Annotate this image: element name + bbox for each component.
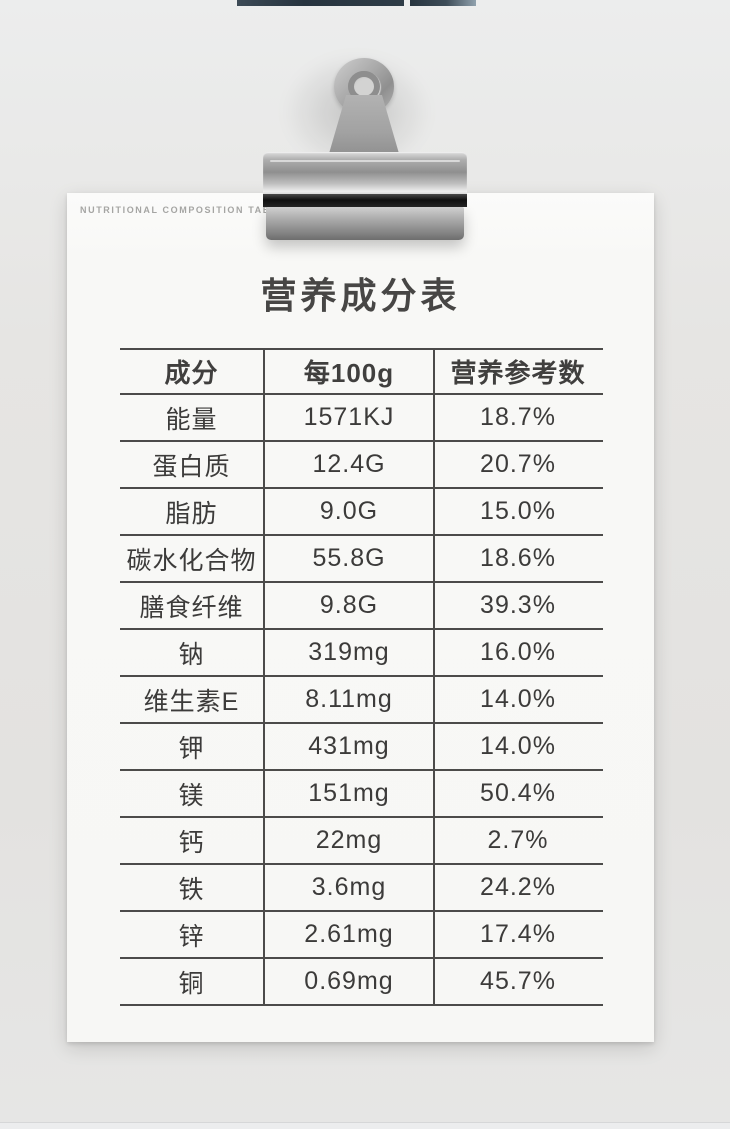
row-percent: 16.0% (480, 638, 556, 666)
table-row: 维生素E 8.11mg 14.0% (120, 677, 603, 724)
row-percent: 14.0% (480, 685, 556, 713)
row-percent: 17.4% (480, 920, 556, 948)
row-amount: 22mg (265, 818, 435, 863)
table-row: 钙 22mg 2.7% (120, 818, 603, 865)
row-amount: 151mg (265, 771, 435, 816)
table-row: 蛋白质 12.4G 20.7% (120, 442, 603, 489)
binder-clip-seam (270, 160, 460, 162)
row-percent: 14.0% (480, 732, 556, 760)
table-row: 钠 319mg 16.0% (120, 630, 603, 677)
eyebrow-label: NUTRITIONAL COMPOSITION TABLE (80, 205, 286, 215)
nutrition-table: 成分 每100g 营养参考数 能量 1571KJ 18.7% 蛋白质 12.4G… (120, 348, 603, 1006)
row-percent: 50.4% (480, 779, 556, 807)
row-percent: 15.0% (480, 497, 556, 525)
row-label: 锌 (120, 912, 265, 957)
row-amount: 9.0G (265, 489, 435, 534)
table-row: 碳水化合物 55.8G 18.6% (120, 536, 603, 583)
row-label: 维生素E (120, 677, 265, 722)
table-row: 能量 1571KJ 18.7% (120, 395, 603, 442)
header-per-100g: 每100g (265, 350, 435, 393)
binder-clip-lip (266, 207, 464, 240)
row-amount: 55.8G (265, 536, 435, 581)
row-label: 铜 (120, 959, 265, 1004)
binder-clip-bar (263, 152, 467, 194)
table-row: 镁 151mg 50.4% (120, 771, 603, 818)
row-amount: 2.61mg (265, 912, 435, 957)
row-label: 钙 (120, 818, 265, 863)
table-row: 脂肪 9.0G 15.0% (120, 489, 603, 536)
top-cropped-bar-right (410, 0, 476, 6)
row-percent: 45.7% (480, 967, 556, 995)
row-amount: 1571KJ (265, 395, 435, 440)
paper-sheet: NUTRITIONAL COMPOSITION TABLE 营养成分表 成分 每… (67, 193, 654, 1042)
row-label: 脂肪 (120, 489, 265, 534)
header-nrv: 营养参考数 (450, 358, 586, 388)
bottom-cropped-strip (0, 1122, 730, 1129)
row-percent: 18.7% (480, 403, 556, 431)
row-label: 铁 (120, 865, 265, 910)
row-label: 钠 (120, 630, 265, 675)
row-percent: 39.3% (480, 591, 556, 619)
row-label: 蛋白质 (120, 442, 265, 487)
row-amount: 12.4G (265, 442, 435, 487)
table-row: 锌 2.61mg 17.4% (120, 912, 603, 959)
row-label: 膳食纤维 (120, 583, 265, 628)
row-amount: 3.6mg (265, 865, 435, 910)
page-title: 营养成分表 (260, 275, 461, 316)
row-amount: 9.8G (265, 583, 435, 628)
row-percent: 18.6% (480, 544, 556, 572)
row-label: 镁 (120, 771, 265, 816)
table-row: 膳食纤维 9.8G 39.3% (120, 583, 603, 630)
row-percent: 20.7% (480, 450, 556, 478)
header-component: 成分 (120, 350, 265, 393)
binder-clip-slit (263, 194, 467, 207)
row-amount: 319mg (265, 630, 435, 675)
row-label: 钾 (120, 724, 265, 769)
row-label: 能量 (120, 395, 265, 440)
table-row: 钾 431mg 14.0% (120, 724, 603, 771)
row-label: 碳水化合物 (120, 536, 265, 581)
row-percent: 2.7% (487, 826, 549, 854)
row-amount: 0.69mg (265, 959, 435, 1004)
table-row: 铜 0.69mg 45.7% (120, 959, 603, 1006)
table-header-row: 成分 每100g 营养参考数 (120, 350, 603, 395)
row-amount: 431mg (265, 724, 435, 769)
row-percent: 24.2% (480, 873, 556, 901)
table-row: 铁 3.6mg 24.2% (120, 865, 603, 912)
top-cropped-bar-left (237, 0, 404, 6)
row-amount: 8.11mg (265, 677, 435, 722)
